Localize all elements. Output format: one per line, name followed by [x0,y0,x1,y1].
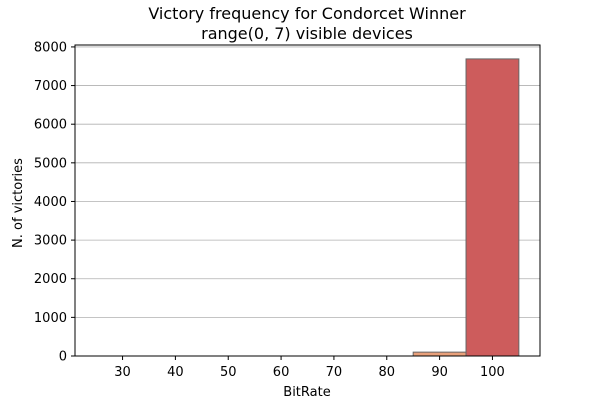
y-tick-label-5: 5000 [34,156,67,171]
plot-frame [74,44,541,357]
x-tick-label-0: 30 [114,365,131,380]
y-tick-label-3: 3000 [34,234,67,249]
x-tick-label-7: 100 [480,365,505,380]
y-tick-label-7: 7000 [34,79,67,94]
x-tick-label-2: 50 [220,365,237,380]
chart-title-line-2: range(0, 7) visible devices [201,24,413,43]
chart-title-line-1: Victory frequency for Condorcet Winner [148,4,466,23]
y-tick-label-1: 1000 [34,311,67,326]
bar-7 [465,58,520,357]
bar-6 [412,351,467,357]
grid-layer [75,46,540,357]
y-axis-label: N. of victories [11,158,26,248]
x-tick-label-4: 70 [326,365,343,380]
axis-layer: 0 1000 2000 3000 4000 5000 6000 7000 8000 30 40 50 6… [34,40,541,380]
x-tick-label-5: 80 [378,365,395,380]
y-tick-label-6: 6000 [34,118,67,133]
y-tick-label-0: 0 [59,350,67,365]
y-tick-label-4: 4000 [34,195,67,210]
x-axis-label: BitRate [283,385,330,400]
x-tick-label-6: 90 [431,365,448,380]
x-tick-label-3: 60 [273,365,290,380]
x-tick-label-1: 40 [167,365,184,380]
y-tick-label-2: 2000 [34,272,67,287]
bar-layer [412,58,520,357]
y-tick-label-8: 8000 [34,40,67,55]
